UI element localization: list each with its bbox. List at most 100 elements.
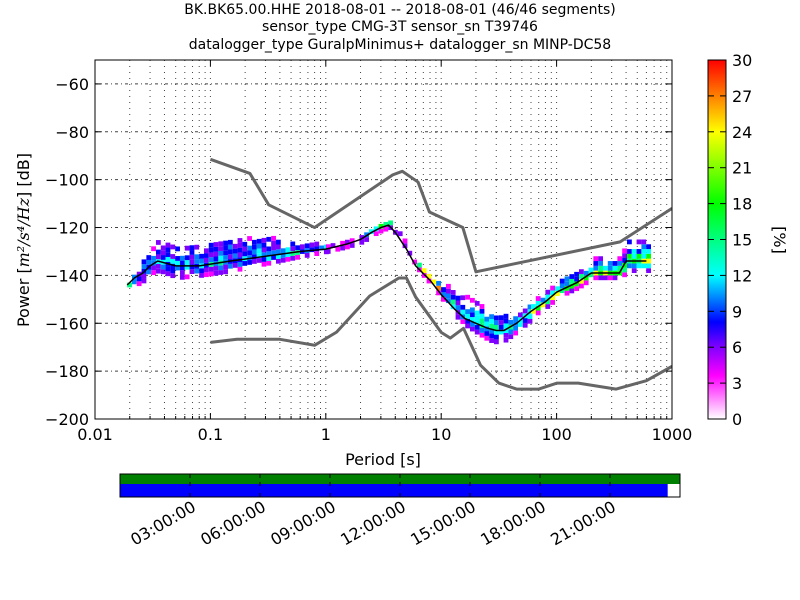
- histogram-cell: [179, 270, 185, 275]
- histogram-cell: [431, 279, 437, 285]
- histogram-cell: [314, 246, 320, 252]
- histogram-cell: [460, 319, 466, 325]
- histogram-cell: [636, 253, 642, 259]
- histogram-cell: [494, 339, 499, 345]
- histogram-cell: [266, 246, 272, 252]
- histogram-cell: [465, 323, 470, 329]
- histogram-cell: [184, 264, 190, 270]
- histogram-cell: [612, 265, 618, 271]
- histogram-cell: [256, 258, 262, 263]
- histogram-cell: [641, 249, 647, 254]
- timeline-tick-label: 03:00:00: [127, 497, 199, 549]
- histogram-cell: [470, 326, 475, 332]
- timeline-bar-psd-segments: [120, 474, 680, 484]
- histogram-cell: [194, 268, 200, 274]
- histogram-cell: [489, 323, 494, 329]
- histogram-cell: [535, 305, 541, 311]
- histogram-cell: [436, 290, 441, 296]
- histogram-cell: [290, 255, 296, 261]
- histogram-cell: [503, 337, 509, 343]
- histogram-cell: [545, 294, 551, 300]
- histogram-cell: [256, 238, 262, 244]
- histogram-cell: [446, 298, 451, 304]
- histogram-cell: [275, 258, 281, 264]
- histogram-cell: [489, 338, 494, 343]
- grid-lines: [95, 60, 672, 420]
- histogram-cell: [540, 297, 546, 303]
- histogram-cell: [646, 268, 651, 274]
- timeline-tick-label: 15:00:00: [407, 497, 479, 549]
- histogram-cell: [175, 260, 180, 266]
- histogram-cell: [223, 255, 228, 260]
- histogram-cell: [319, 245, 324, 251]
- histogram-cell: [175, 265, 180, 271]
- histogram-cell: [227, 239, 233, 245]
- histogram-cell: [550, 295, 555, 301]
- histogram-cell: [189, 250, 195, 255]
- histogram-cell: [165, 252, 171, 257]
- histogram-cell: [266, 251, 272, 257]
- histogram-cell: [631, 263, 637, 269]
- histogram-cell: [450, 299, 456, 305]
- histogram-cell: [203, 267, 209, 273]
- histogram-cell: [141, 264, 147, 269]
- histogram-cell: [155, 263, 161, 269]
- histogram-cell: [194, 244, 200, 250]
- histogram-cell: [484, 316, 490, 322]
- y-label-suffix: ] [dB]: [14, 153, 33, 198]
- histogram-cell: [155, 254, 161, 260]
- colorbar-tick-label: 18: [732, 195, 752, 214]
- histogram-cell: [646, 263, 651, 269]
- histogram-cell: [189, 254, 195, 260]
- histogram-cell: [345, 239, 350, 245]
- timeline-tick-label: 12:00:00: [337, 497, 409, 549]
- histogram-cell: [256, 248, 262, 254]
- histogram-cell: [160, 250, 166, 256]
- histogram-cell: [622, 272, 627, 278]
- histogram-cell: [631, 249, 637, 254]
- colorbar-axis: 0 3 6 9 12 15 18 21 24 27 30: [708, 51, 752, 429]
- histogram-cell: [299, 244, 305, 250]
- histogram-cell: [622, 258, 627, 263]
- histogram-cell: [646, 249, 651, 254]
- histogram-cell: [232, 243, 238, 249]
- histogram-cell: [474, 320, 480, 325]
- histogram-cell: [208, 271, 214, 277]
- histogram-cell: [179, 255, 185, 261]
- histogram-cell: [460, 304, 466, 310]
- noise-model-nhnm: [209, 157, 672, 274]
- histogram-cell: [237, 242, 243, 248]
- histogram-cell: [622, 253, 627, 259]
- histogram-cell: [285, 252, 291, 257]
- y-axis-label: Power [m²/s⁴/Hz] [dB]: [14, 153, 33, 327]
- histogram-cell: [165, 242, 171, 248]
- histogram-cell: [578, 274, 584, 279]
- histogram-cell: [574, 281, 579, 287]
- histogram-cell: [641, 263, 647, 269]
- histogram-cell: [545, 304, 551, 309]
- x-axis: 0.01 0.1 1 10 100 1000: [77, 60, 692, 444]
- histogram-cell: [622, 248, 627, 254]
- histogram-cell: [626, 253, 632, 259]
- histogram-cell: [199, 273, 204, 278]
- histogram-cell: [218, 241, 224, 247]
- x-axis-label: Period [s]: [345, 450, 421, 469]
- histogram-cell: [426, 273, 432, 279]
- histogram-cell: [213, 242, 219, 247]
- histogram-cell: [474, 315, 480, 321]
- histogram-cell: [545, 289, 551, 295]
- histogram-cell: [564, 281, 570, 286]
- x-tick-label: 1000: [652, 425, 693, 444]
- histogram-cell: [155, 249, 161, 255]
- histogram-cell: [227, 249, 233, 255]
- histogram-cell: [218, 255, 224, 261]
- histogram-cell: [266, 260, 272, 266]
- histogram-cell: [184, 260, 190, 265]
- histogram-cell: [607, 261, 613, 266]
- histogram-cell: [535, 296, 541, 301]
- histogram-cell: [383, 226, 389, 232]
- colorbar-tick-label: 3: [732, 374, 742, 393]
- histogram-cell: [508, 334, 514, 340]
- histogram-cell: [227, 254, 233, 260]
- histogram-cell: [646, 244, 651, 250]
